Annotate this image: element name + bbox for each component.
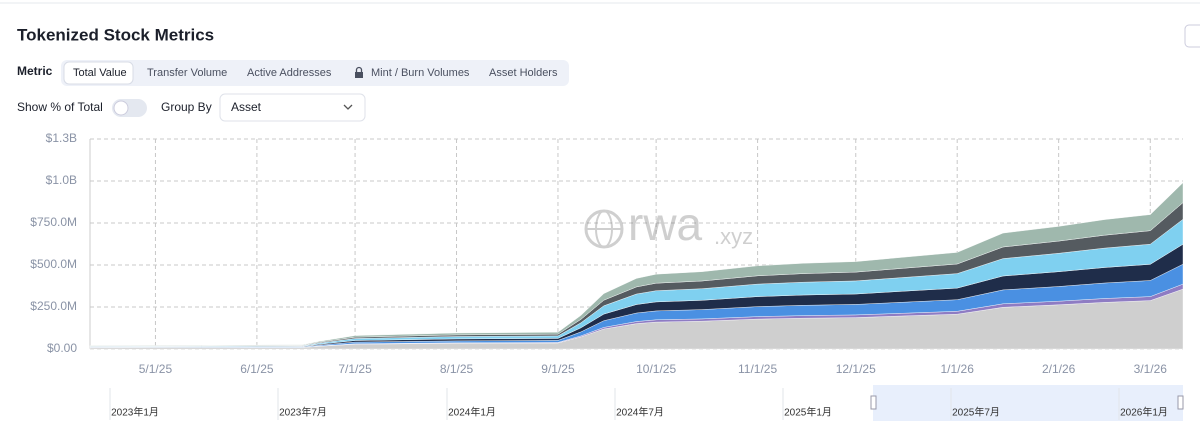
area xyxy=(89,182,1184,347)
toggle-knob xyxy=(113,100,129,116)
x-tick-label: 5/1/25 xyxy=(139,362,173,376)
x-tick-label: 11/1/25 xyxy=(738,362,777,376)
active-tab[interactable] xyxy=(63,61,134,85)
tab[interactable]: Total Value xyxy=(73,67,127,79)
x-tick-label: 7/1/25 xyxy=(338,362,372,376)
x-tick-label: 2/1/26 xyxy=(1042,362,1076,376)
y-tick-label: $250.0M xyxy=(30,299,77,313)
watermark: rwa .xyz xyxy=(584,198,753,250)
nav-label: 2025年7月 xyxy=(952,406,1000,419)
lock-icon xyxy=(355,66,363,78)
title: Tokenized Stock Metrics xyxy=(17,25,214,44)
nav-label: 2025年1月 xyxy=(784,406,832,419)
plot: $0.00 $250.0M $500.0M $750.0M $1.0B $1.3B 5/1/… xyxy=(30,131,1184,376)
toggle-label: Show % of Total xyxy=(17,100,103,114)
x-tick-label: 3/1/26 xyxy=(1134,362,1168,376)
x-tick-label: 12/1/25 xyxy=(836,362,876,376)
watermark-suffix: .xyz xyxy=(714,224,753,249)
y-tick-label: $750.0M xyxy=(30,215,77,229)
tab[interactable]: Mint / Burn Volumes xyxy=(371,67,470,79)
tab[interactable]: Asset Holders xyxy=(489,67,558,79)
dropdown-value: Asset xyxy=(231,100,262,114)
nav-handle[interactable] xyxy=(870,395,877,410)
tab[interactable]: Transfer Volume xyxy=(147,67,227,79)
x-tick-label: 6/1/25 xyxy=(240,362,274,376)
group-by-label: Group By xyxy=(161,100,212,114)
navigator-selection[interactable] xyxy=(873,385,1183,421)
chevron xyxy=(343,104,353,110)
x-tick-label: 8/1/25 xyxy=(440,362,474,376)
x-tick-label: 9/1/25 xyxy=(541,362,575,376)
nav-label: 2024年7月 xyxy=(616,406,664,419)
nav-label: 2024年1月 xyxy=(448,406,496,419)
watermark-text: rwa xyxy=(628,198,703,250)
nav-label: 2026年1月 xyxy=(1120,406,1168,419)
tab[interactable]: Active Addresses xyxy=(247,67,332,79)
y-tick-label: $500.0M xyxy=(30,257,77,271)
y-tick-label: $1.3B xyxy=(46,131,77,145)
nav-label: 2023年1月 xyxy=(111,406,159,419)
nav-handle[interactable] xyxy=(1177,395,1184,410)
dropdown[interactable] xyxy=(219,93,366,122)
y-tick-label: $0.00 xyxy=(47,341,77,355)
metric-label: Metric xyxy=(17,64,53,78)
y-tick-label: $1.0B xyxy=(46,173,77,187)
x-tick-label: 10/1/25 xyxy=(636,362,676,376)
x-tick-label: 1/1/26 xyxy=(941,362,975,376)
corner-button[interactable] xyxy=(1184,24,1200,48)
nav-label: 2023年7月 xyxy=(279,406,327,419)
tab-bar xyxy=(61,60,569,86)
navigator-labels: 2023年1月 2023年7月 2024年1月 2024年7月 2025年1月 2025年… xyxy=(109,388,1168,420)
